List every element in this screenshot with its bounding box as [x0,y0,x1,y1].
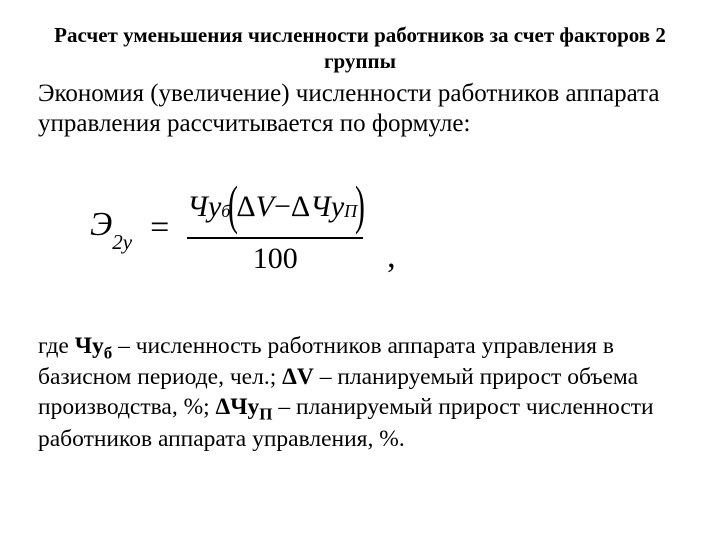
term1-sub: б [104,343,113,362]
where-label: где [38,333,75,359]
equals-sign: = [150,209,169,247]
formula-lhs: Э2у [90,208,132,247]
delta2: Δ [291,190,310,224]
lhs-main: Э [90,206,112,243]
heading: Расчет уменьшения численности работников… [38,22,682,75]
formula: Э2у = Чуб ( ΔV − ΔЧуП ) 100 , [90,168,682,288]
right-paren: ) [355,178,365,232]
trailing-comma: , [387,238,396,276]
left-paren: ( [228,178,238,232]
term3-main: ΔЧу [216,394,260,420]
fraction-line [187,237,363,239]
term3-sub: П [259,405,272,424]
intro-paragraph: Экономия (увеличение) численности работн… [38,79,682,140]
where-paragraph: где Чуб – численность работников аппарат… [38,332,682,455]
minus: − [274,190,291,224]
term2: ΔV [282,364,314,390]
document-page: Расчет уменьшения численности работников… [0,0,720,454]
fraction: Чуб ( ΔV − ΔЧуП ) 100 [187,180,363,276]
num-var3: Чу [310,190,344,224]
numerator: Чуб ( ΔV − ΔЧуП ) [187,180,363,234]
num-var1: Чу [187,190,221,224]
lhs-sub: 2у [112,230,132,254]
denominator: 100 [245,242,306,276]
delta1: Δ [236,190,255,224]
term1-main: Чу [75,333,104,359]
num-var2: V [256,190,274,224]
